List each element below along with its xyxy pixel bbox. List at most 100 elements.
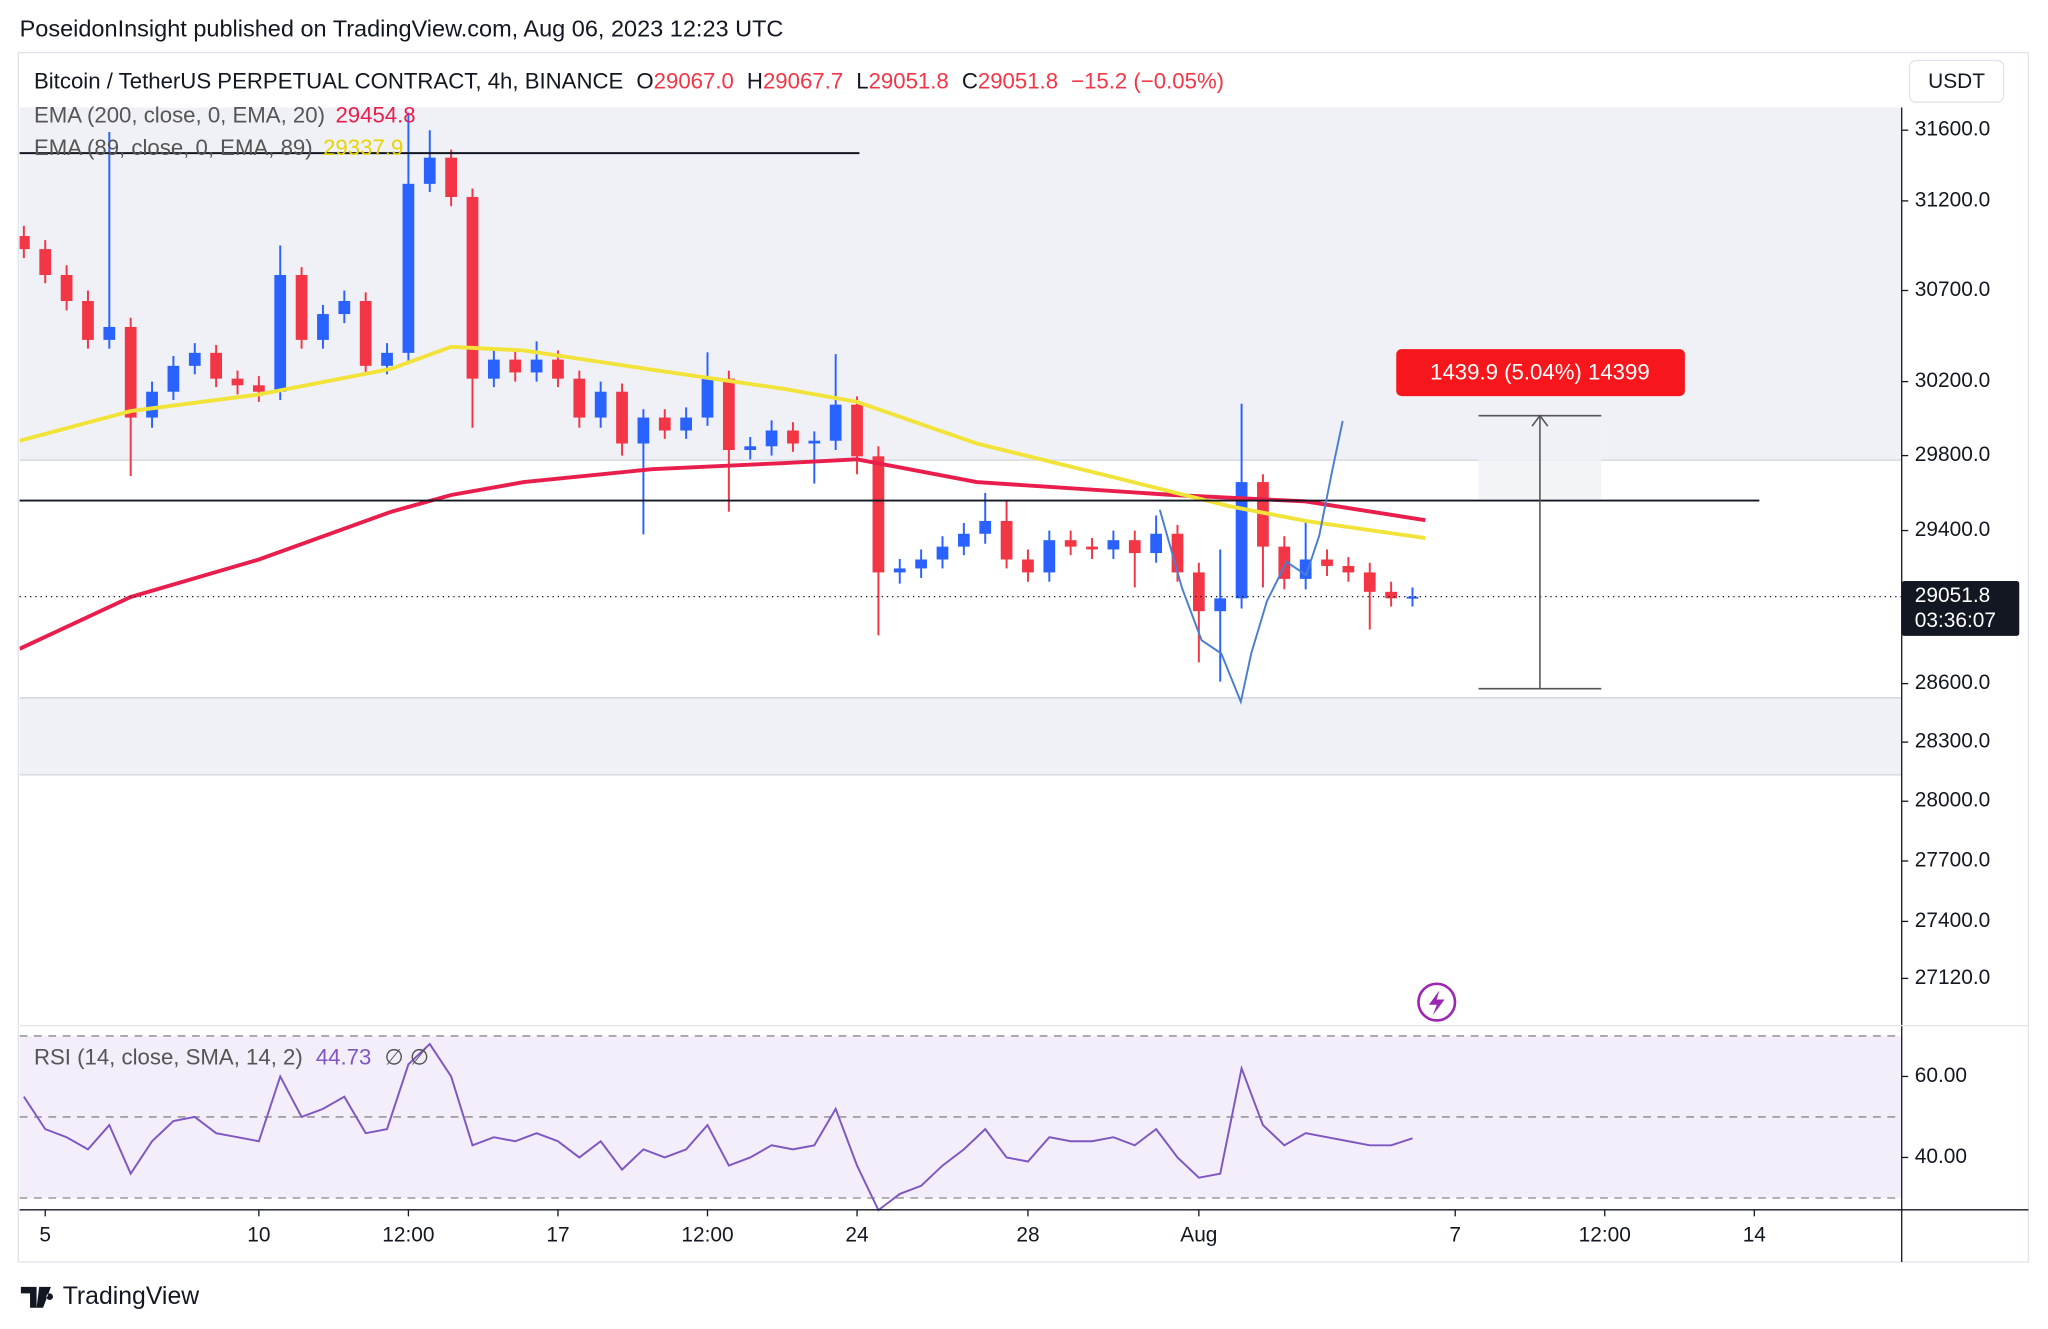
alert-bolt — [1428, 990, 1445, 1016]
x-tick-label: 5 — [39, 1223, 51, 1246]
y-tick-label: 40.00 — [1915, 1145, 1967, 1168]
ohlc-label: H — [747, 68, 763, 93]
candle-body — [616, 391, 628, 444]
y-tick-label: 60.00 — [1915, 1064, 1967, 1087]
candle-body — [701, 378, 714, 418]
candle-body — [722, 378, 735, 451]
candle-body — [1342, 565, 1355, 573]
ema-value: 29337.9 — [323, 135, 403, 160]
candle-body — [1086, 546, 1098, 550]
ohlc-value: 29051.8 — [978, 68, 1058, 93]
candle-body — [509, 359, 522, 373]
candle-body — [19, 236, 30, 250]
rsi-line — [23, 1042, 1413, 1212]
y-tick-label: 29800.0 — [1915, 443, 1990, 466]
rsi-legend: RSI (14, close, SMA, 14, 2) 44.73 ∅ ∅ — [34, 1044, 429, 1069]
candle-body — [1385, 591, 1398, 599]
candle-body — [552, 359, 564, 379]
candle-body — [637, 417, 650, 444]
candle-body — [808, 440, 821, 444]
y-tick-label: 27400.0 — [1915, 909, 1990, 932]
candle-body — [210, 352, 223, 379]
x-tick-label: 14 — [1743, 1223, 1766, 1246]
ohlc-value: 29051.8 — [869, 68, 949, 93]
candle-body — [252, 385, 265, 392]
ohlc-label: L — [856, 68, 868, 93]
candle-body — [1321, 559, 1333, 566]
candle-body — [423, 157, 436, 184]
candle-body — [1406, 596, 1419, 599]
candle-body — [936, 546, 949, 560]
y-tick-label: 28600.0 — [1915, 671, 1990, 694]
candle-body — [39, 249, 52, 275]
candle-body — [146, 391, 158, 418]
x-tick-label: 10 — [247, 1223, 270, 1246]
candle-body — [188, 352, 201, 366]
y-tick-label: 31200.0 — [1915, 188, 1990, 211]
candle-body — [487, 359, 500, 379]
ohlc-label: O — [636, 68, 653, 93]
ema-value: 29454.8 — [335, 102, 415, 127]
change: −15.2 (−0.05%) — [1071, 68, 1224, 93]
ohlc-value: 29067.7 — [763, 68, 843, 93]
candle-body — [295, 274, 308, 340]
brand-name: TradingView — [63, 1283, 200, 1310]
candle-body — [445, 157, 458, 197]
candle-body — [658, 417, 671, 431]
candle-body — [1128, 540, 1141, 554]
candle-body — [573, 378, 586, 418]
candle-body — [915, 559, 928, 569]
x-tick-label: 24 — [845, 1223, 868, 1246]
x-tick-label: 12:00 — [382, 1223, 434, 1246]
candle-body — [530, 359, 543, 373]
candle-body — [1150, 533, 1163, 554]
candle-body — [1192, 572, 1205, 612]
y-tick-label: 27700.0 — [1915, 849, 1990, 872]
x-tick-label: 17 — [546, 1223, 569, 1246]
publish-header: PoseidonInsight published on TradingView… — [20, 16, 784, 42]
alert-icon[interactable] — [1417, 982, 1457, 1022]
candle-body — [765, 430, 778, 447]
candle-body — [338, 301, 351, 315]
candle-body — [1299, 559, 1312, 579]
candle-body — [680, 417, 693, 431]
candle-body — [231, 378, 244, 386]
zone-upper — [19, 107, 1902, 461]
zone-lower — [19, 697, 1902, 775]
x-tick-label: 7 — [1449, 1223, 1461, 1246]
candle-body — [1043, 540, 1056, 573]
drawn-path — [1158, 420, 1344, 706]
candle-body — [381, 352, 393, 366]
x-tick-label: 28 — [1016, 1223, 1039, 1246]
y-tick-label: 29400.0 — [1915, 518, 1990, 541]
rsi-extra: ∅ ∅ — [384, 1044, 429, 1069]
candle-body — [979, 520, 992, 534]
rsi-name: RSI (14, close, SMA, 14, 2) — [34, 1044, 303, 1069]
ema-name: EMA (200, close, 0, EMA, 20) — [34, 102, 325, 127]
candle-body — [274, 274, 287, 392]
candle-body — [103, 326, 116, 340]
y-tick-label: 31600.0 — [1915, 118, 1990, 141]
candle-body — [1171, 533, 1184, 573]
candle-body — [829, 404, 842, 441]
candle-body — [1235, 482, 1248, 599]
candle-body — [1278, 546, 1291, 579]
candle-body — [594, 391, 607, 418]
currency-button[interactable] — [1908, 59, 2005, 103]
candle-body — [1214, 598, 1227, 612]
candle-body — [744, 446, 757, 451]
y-tick-label: 30700.0 — [1915, 278, 1990, 301]
candle-body — [1022, 559, 1034, 573]
ohlc-label: C — [962, 68, 978, 93]
brand-logo — [20, 1286, 53, 1308]
ohlc-value: 29067.0 — [654, 68, 734, 93]
ema-line — [19, 457, 1426, 651]
ema-legend: EMA (89, close, 0, EMA, 89) 29337.9 — [34, 135, 403, 160]
candle-body — [466, 196, 479, 379]
candle-body — [317, 314, 329, 340]
measure-tool — [1478, 414, 1602, 690]
candle-body — [1064, 540, 1077, 547]
y-tick-label: 28000.0 — [1915, 789, 1990, 812]
